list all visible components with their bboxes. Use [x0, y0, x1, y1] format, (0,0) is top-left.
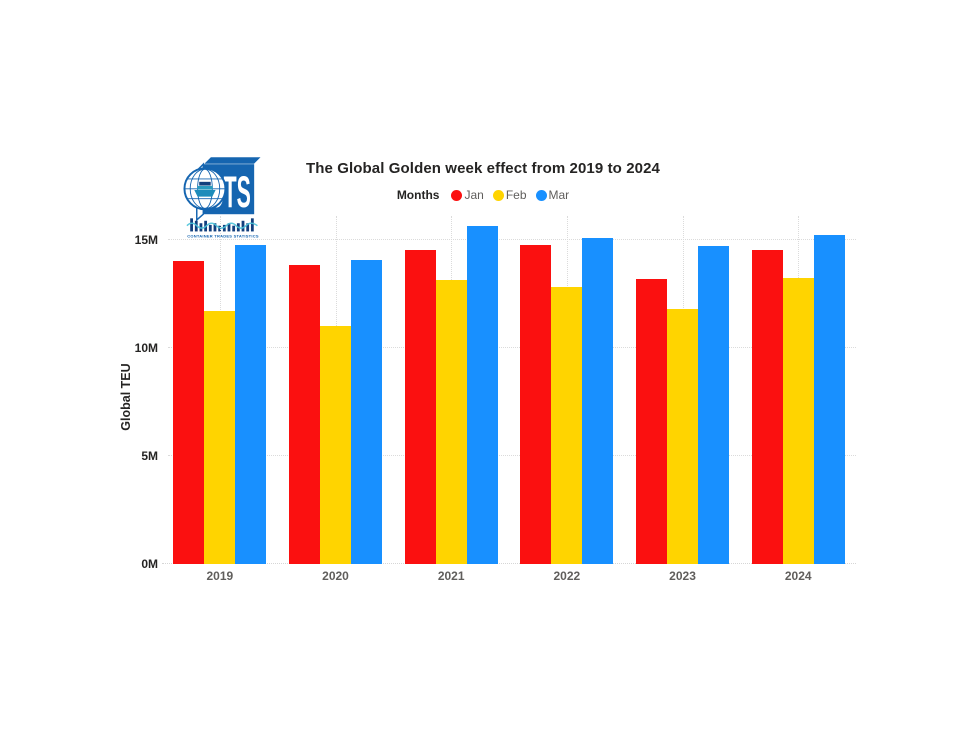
x-axis-label-2022: 2022	[553, 569, 581, 583]
x-axis-label-2023: 2023	[669, 569, 696, 583]
bar-2022-mar[interactable]	[582, 237, 614, 564]
legend-label-mar: Mar	[548, 188, 570, 202]
legend-dot-jan	[451, 189, 463, 201]
x-axis-label-2020: 2020	[322, 569, 349, 583]
bar-2019-feb[interactable]	[204, 311, 236, 564]
logo-container-top	[202, 156, 263, 165]
legend-item-jan[interactable]: Jan	[451, 188, 484, 202]
legend: Months Jan Feb Mar	[0, 188, 966, 202]
bar-group-2024	[740, 216, 856, 564]
category-slot-2023: 2023	[625, 216, 741, 583]
ship-deck	[197, 185, 213, 190]
bar-2024-feb[interactable]	[782, 277, 814, 564]
bar-group-2023	[625, 216, 741, 564]
bar-2023-mar[interactable]	[698, 246, 730, 564]
horizontal-gridline	[168, 346, 856, 348]
legend-item-mar[interactable]: Mar	[535, 188, 570, 202]
legend-label-jan: Jan	[464, 188, 484, 202]
bar-2019-mar[interactable]	[235, 245, 267, 564]
bar-2019-jan[interactable]	[173, 261, 205, 564]
plot-area: 2019 2020 2021 2022 2023 2024	[162, 216, 856, 583]
category-slot-2024: 2024	[740, 216, 856, 583]
chart-title: The Global Golden week effect from 2019 …	[306, 160, 660, 177]
bar-group-2020	[278, 216, 394, 564]
logo-subtitle: CONTAINER TRADES STATISTICS	[187, 234, 259, 239]
bar-group-2022	[509, 216, 625, 564]
horizontal-gridline	[168, 454, 856, 456]
bar-2023-feb[interactable]	[667, 308, 699, 564]
cts-logo: CTS	[182, 154, 264, 240]
bar-2024-mar[interactable]	[813, 235, 845, 564]
bar-group-2019	[162, 216, 278, 564]
category-slot-2021: 2021	[393, 216, 509, 583]
y-axis-tick-10M: 10M	[134, 340, 158, 355]
slots: 2019 2020 2021 2022 2023 2024	[162, 216, 856, 583]
bar-2022-feb[interactable]	[551, 287, 583, 564]
legend-dot-mar	[535, 189, 547, 201]
category-slot-2020: 2020	[278, 216, 394, 583]
legend-dot-feb	[492, 189, 504, 201]
y-axis-tick-15M: 15M	[134, 232, 158, 247]
bar-2021-jan[interactable]	[404, 249, 436, 564]
cts-logo-graphic: CTS	[183, 156, 263, 239]
ship-cargo	[199, 181, 211, 186]
category-slot-2022: 2022	[509, 216, 625, 583]
bar-2021-feb[interactable]	[435, 279, 467, 564]
bar-2020-feb[interactable]	[320, 326, 351, 564]
x-axis-label-2019: 2019	[206, 569, 234, 583]
legend-items: Jan Feb Mar	[451, 188, 569, 202]
ship-hull	[194, 190, 216, 197]
legend-label-feb: Feb	[505, 188, 527, 202]
logo-wave	[186, 222, 258, 229]
bar-2023-jan[interactable]	[636, 278, 668, 564]
y-axis-tick-5M: 5M	[141, 448, 158, 463]
bar-2024-jan[interactable]	[751, 249, 783, 564]
bar-2020-mar[interactable]	[351, 260, 382, 564]
bar-group-2021	[393, 216, 509, 564]
y-axis-tick-0M: 0M	[141, 557, 158, 571]
horizontal-gridline	[168, 238, 856, 240]
category-slot-2019: 2019	[162, 216, 278, 583]
x-axis-label-2021: 2021	[437, 569, 465, 583]
bar-2020-jan[interactable]	[289, 264, 320, 564]
legend-title: Months	[396, 188, 440, 202]
x-axis-label-2024: 2024	[784, 569, 812, 583]
y-axis-ticks: 0M 5M 10M 15M	[100, 216, 158, 571]
bar-2022-jan[interactable]	[520, 245, 552, 564]
bar-2021-mar[interactable]	[466, 225, 498, 564]
x-axis-baseline	[162, 563, 856, 564]
legend-item-feb[interactable]: Feb	[492, 188, 527, 202]
